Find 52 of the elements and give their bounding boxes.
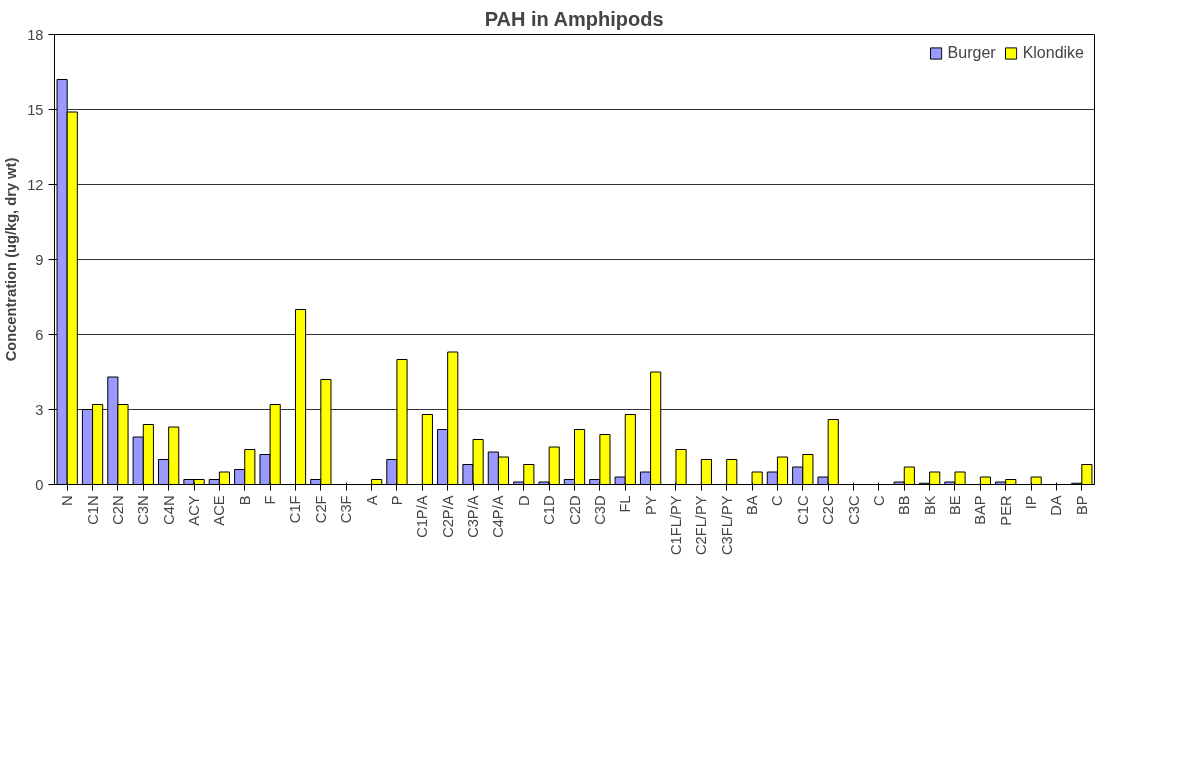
x-tick-label: C2C bbox=[820, 495, 837, 525]
x-tick-label: C2FL/PY bbox=[693, 495, 710, 555]
x-tick-label: F bbox=[262, 495, 279, 505]
x-tick-label: ACE bbox=[211, 495, 228, 526]
x-tick-label: A bbox=[363, 495, 380, 506]
x-tick-label: N bbox=[59, 495, 76, 507]
x-tick-label: C4P/A bbox=[490, 495, 507, 538]
x-tick-label: ACY bbox=[186, 495, 203, 526]
x-tick-label: C1FL/PY bbox=[667, 495, 684, 555]
y-tick-label: 0 bbox=[35, 476, 44, 493]
chart-title: PAH in Amphipods bbox=[484, 7, 664, 30]
x-tick-label: BE bbox=[946, 495, 963, 516]
x-tick-label: C2N bbox=[109, 495, 126, 525]
x-tick-label: C3C bbox=[845, 495, 862, 525]
x-tick-label: C1D bbox=[541, 495, 558, 525]
x-tick-label: C3N bbox=[135, 495, 152, 525]
x-tick-label: BAP bbox=[972, 495, 989, 525]
legend-label: Burger bbox=[947, 44, 996, 62]
y-tick-label: 6 bbox=[35, 326, 44, 343]
x-tick-label: C1F bbox=[287, 495, 304, 524]
x-tick-label: BP bbox=[1073, 495, 1090, 516]
x-tick-label: D bbox=[515, 495, 532, 507]
y-axis-title: Concentration (ug/kg, dry wt) bbox=[3, 157, 20, 362]
x-tick-label: BB bbox=[896, 495, 913, 516]
x-tick-label: IP bbox=[1023, 495, 1040, 510]
x-tick-label: C1C bbox=[794, 495, 811, 525]
x-tick-label: C2P/A bbox=[439, 495, 456, 538]
x-tick-label: FL bbox=[617, 495, 634, 513]
x-tick-label: C bbox=[769, 495, 786, 507]
legend-label: Klondike bbox=[1022, 44, 1084, 62]
x-tick-label: C2F bbox=[312, 495, 329, 524]
x-tick-label: C1N bbox=[84, 495, 101, 525]
x-tick-label: PY bbox=[642, 495, 659, 516]
y-tick-label: 12 bbox=[27, 176, 44, 193]
x-tick-label: C1P/A bbox=[414, 495, 431, 538]
y-tick-label: 15 bbox=[27, 101, 44, 118]
y-tick-label: 9 bbox=[35, 251, 44, 268]
x-tick-label: C3FL/PY bbox=[718, 495, 735, 555]
x-tick-label: C2D bbox=[566, 495, 583, 525]
y-tick-label: 3 bbox=[35, 401, 44, 418]
x-tick-label: C4N bbox=[160, 495, 177, 525]
x-tick-label: C bbox=[870, 495, 887, 507]
x-tick-label: DA bbox=[1048, 495, 1065, 516]
x-tick-label: BK bbox=[921, 495, 938, 516]
x-tick-label: C3D bbox=[591, 495, 608, 525]
x-tick-label: PER bbox=[997, 495, 1014, 526]
x-tick-label: B bbox=[236, 495, 253, 506]
x-tick-label: BA bbox=[744, 495, 761, 516]
y-tick-label: 18 bbox=[27, 26, 44, 43]
x-tick-label: P bbox=[388, 495, 405, 506]
x-tick-label: C3P/A bbox=[465, 495, 482, 538]
x-tick-label: C3F bbox=[338, 495, 355, 524]
